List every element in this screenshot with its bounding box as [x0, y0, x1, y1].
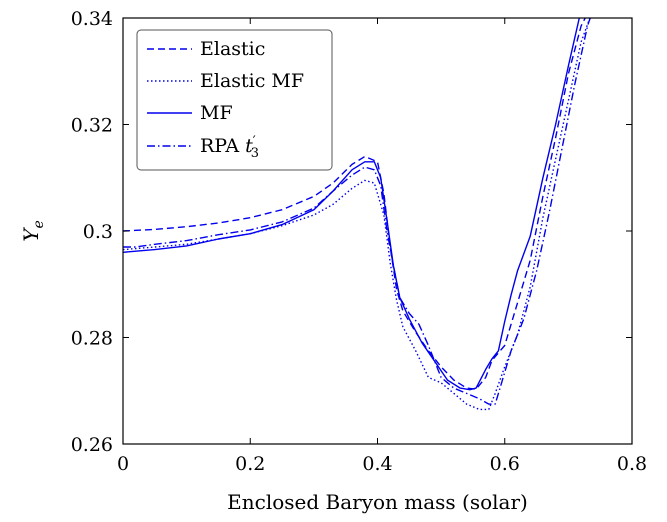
- legend-label-elastic-mf: Elastic MF: [200, 70, 304, 92]
- x-tick-label: 0: [117, 453, 129, 475]
- y-tick-label: 0.32: [71, 115, 113, 137]
- x-tick-label: 0.8: [617, 453, 647, 475]
- series-line-elastic: [123, 18, 586, 390]
- x-axis-label: Enclosed Baryon mass (solar): [227, 490, 528, 514]
- y-tick-label: 0.28: [71, 328, 113, 350]
- x-tick-label: 0.6: [490, 453, 520, 475]
- y-axis-label-main: Y: [19, 227, 43, 242]
- legend-label-rpa-sub: 3: [251, 146, 259, 161]
- y-tick-label: 0.3: [83, 221, 113, 243]
- legend-label-elastic: Elastic: [200, 38, 265, 60]
- x-tick-label: 0.2: [235, 453, 265, 475]
- legend-label-rpa-main: RPA: [200, 135, 245, 157]
- series-lines: [123, 18, 591, 411]
- legend-box: [136, 29, 333, 171]
- axis-ticks: 0 0.2 0.4 0.6 0.8 0.26 0.28 0.3 0.32 0.34: [71, 8, 647, 475]
- legend-label-rpa-prime: ′: [253, 134, 256, 149]
- y-axis-label: Ye: [19, 220, 47, 242]
- series-line-mf: [123, 18, 581, 391]
- y-axis-label-sub: e: [31, 220, 47, 228]
- y-tick-label: 0.26: [71, 434, 113, 456]
- legend-label-rpa-t: t: [245, 135, 253, 157]
- y-tick-label: 0.34: [71, 8, 113, 30]
- series-line-elastic-mf: [123, 18, 591, 411]
- legend-label-mf: MF: [200, 102, 233, 124]
- x-tick-label: 0.4: [362, 453, 392, 475]
- legend: Elastic Elastic MF MF RPA t′ 3: [136, 29, 333, 171]
- series-line-rpa-t-3: [123, 18, 591, 405]
- legend-label-rpa: RPA t′ 3: [200, 134, 259, 161]
